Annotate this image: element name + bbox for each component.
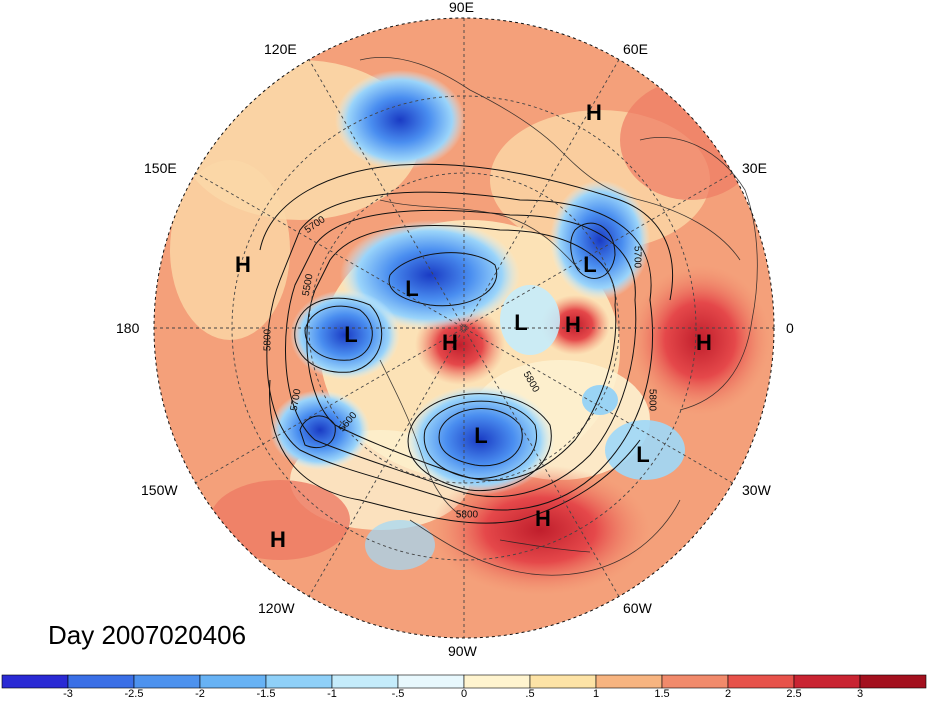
pressure-center: H (235, 252, 251, 277)
lon-label-90e: 90E (449, 0, 474, 15)
contour-label: 5800 (646, 389, 657, 412)
colorbar-swatch (793, 674, 861, 689)
day-label: Day 2007020406 (48, 620, 247, 650)
colorbar-swatch (199, 674, 267, 689)
contour-label: 5800 (263, 328, 274, 351)
lon-label-120e: 120E (264, 41, 297, 57)
lon-label-150w: 150W (141, 482, 178, 498)
colorbar-tick-label: -3 (63, 688, 73, 700)
pressure-center: L (514, 310, 527, 335)
contour-label: 5500 (301, 273, 316, 297)
colorbar (1, 674, 927, 689)
colorbar-tick-label: .5 (525, 688, 535, 700)
colorbar-swatch (397, 674, 465, 689)
lon-label-60e: 60E (623, 41, 648, 57)
colorbar-swatch (265, 674, 333, 689)
pressure-center: H (270, 527, 286, 552)
contour-label: 5700 (631, 246, 642, 269)
colorbar-tick-label: 3 (856, 688, 864, 700)
colorbar-swatch (67, 674, 135, 689)
lon-label-30e: 30E (742, 160, 767, 176)
pressure-center: H (696, 330, 712, 355)
lon-label-150e: 150E (144, 160, 177, 176)
pressure-center: H (586, 100, 602, 125)
colorbar-tick-label: 1.5 (654, 688, 670, 700)
pressure-center: H (442, 330, 458, 355)
colorbar-tick-label: 1 (592, 688, 600, 700)
lon-label-180: 180 (116, 320, 140, 336)
colorbar-swatch (529, 674, 597, 689)
colorbar-swatch (331, 674, 399, 689)
lon-label-0: 0 (786, 320, 794, 336)
pressure-center: L (583, 252, 596, 277)
colorbar-swatch (1, 674, 69, 689)
colorbar-swatch (133, 674, 201, 689)
colorbar-tick-label: -1 (327, 688, 337, 700)
colorbar-tick-label: 2.5 (786, 688, 802, 700)
pressure-center-labels: H H L L L H L H H L L H H (235, 100, 712, 552)
colorbar-swatch (727, 674, 795, 689)
colorbar-tick-label: 0 (460, 688, 468, 700)
pressure-center: L (405, 276, 418, 301)
lon-label-30w: 30W (742, 482, 771, 498)
anomaly-field (154, 18, 774, 638)
colorbar-tick-label: -1.5 (256, 688, 276, 700)
map-boundary (153, 17, 775, 639)
colorbar-tick-label: -2.5 (124, 688, 144, 700)
graticule (154, 18, 774, 638)
colorbar-swatch (463, 674, 531, 689)
contour-label: 5800 (456, 510, 479, 521)
coastlines (359, 56, 758, 576)
colorbar-swatch (595, 674, 663, 689)
colorbar-swatch (859, 674, 927, 689)
lon-label-120w: 120W (258, 600, 295, 616)
pressure-center: H (535, 506, 551, 531)
lon-label-60w: 60W (623, 600, 652, 616)
height-contours (259, 163, 674, 524)
colorbar-swatch (661, 674, 729, 689)
colorbar-tick-label: -.5 (391, 688, 405, 700)
pressure-center: H (565, 312, 581, 337)
lon-label-90w: 90W (448, 643, 477, 659)
colorbar-tick-label: -2 (195, 688, 205, 700)
pressure-center: L (636, 442, 649, 467)
pressure-center: L (344, 322, 357, 347)
colorbar-tick-label: 2 (724, 688, 732, 700)
pressure-center: L (474, 423, 487, 448)
contour-label: 5700 (289, 388, 304, 412)
